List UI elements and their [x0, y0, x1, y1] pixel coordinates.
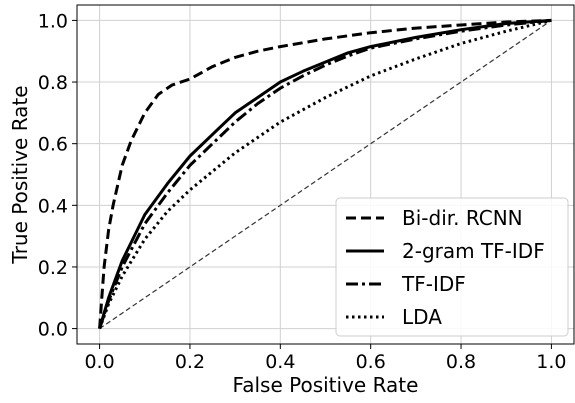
- legend-label-3: LDA: [402, 305, 442, 329]
- legend-label-1: 2-gram TF-IDF: [402, 239, 545, 263]
- y-tick-label-0: 0.0: [38, 319, 68, 341]
- x-tick-label-1: 0.2: [175, 351, 205, 373]
- y-tick-label-5: 1.0: [38, 10, 68, 32]
- x-tick-label-4: 0.8: [446, 351, 476, 373]
- series-line-0: [98, 18, 552, 329]
- series-line-3: [98, 18, 552, 330]
- reference-diagonal: [99, 19, 552, 330]
- x-tick-label-5: 1.0: [536, 351, 566, 373]
- legend-label-2: TF-IDF: [401, 272, 466, 296]
- y-ticks: 0.0 0.2 0.4 0.6 0.8 1.0: [38, 10, 77, 341]
- series-group: [98, 18, 552, 330]
- x-axis-label: False Positive Rate: [233, 373, 419, 397]
- y-tick-label-3: 0.6: [38, 134, 68, 156]
- x-tick-label-2: 0.4: [265, 351, 295, 373]
- series-line-2: [98, 18, 552, 330]
- y-tick-label-4: 0.8: [38, 72, 68, 94]
- y-axis-label: True Positive Rate: [8, 85, 32, 264]
- x-ticks: 0.0 0.2 0.4 0.6 0.8 1.0: [84, 344, 567, 373]
- legend-label-0: Bi-dir. RCNN: [402, 206, 523, 230]
- y-tick-label-1: 0.2: [38, 257, 68, 279]
- x-tick-label-3: 0.6: [356, 351, 386, 373]
- chance-diagonal-line: [99, 19, 552, 330]
- legend-box: [335, 197, 569, 337]
- x-tick-label-0: 0.0: [84, 351, 114, 373]
- y-tick-label-2: 0.4: [38, 195, 68, 217]
- legend: Bi-dir. RCNN 2-gram TF-IDF TF-IDF LDA: [335, 197, 569, 337]
- plot-frame: [76, 4, 575, 345]
- grid: [77, 5, 574, 344]
